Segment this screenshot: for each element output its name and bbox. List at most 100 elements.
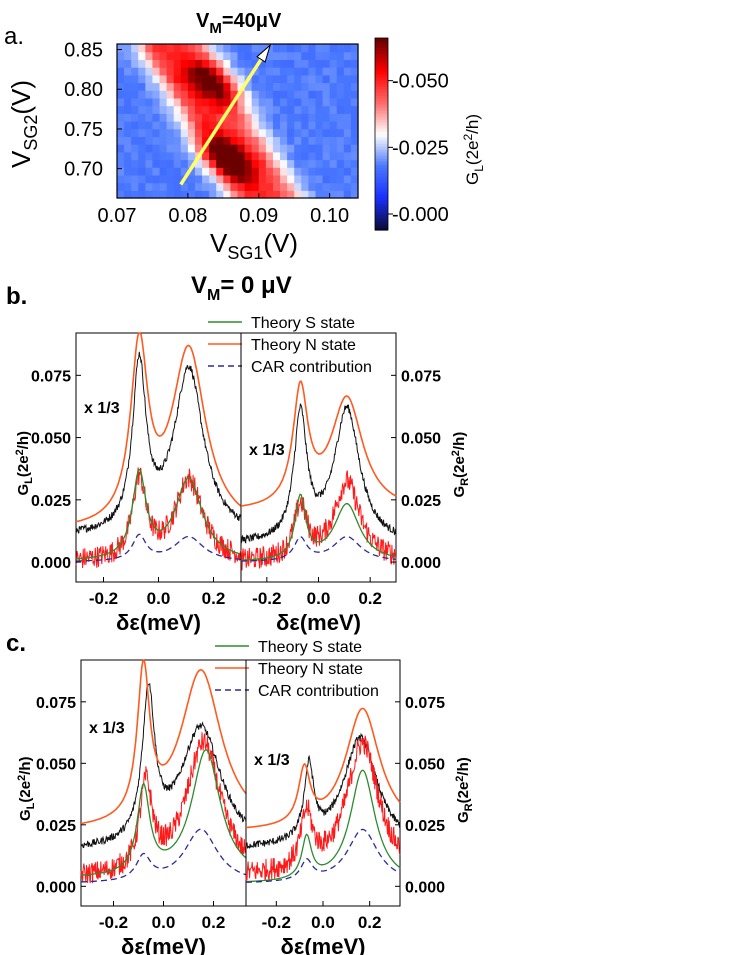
heatmap-cell: [131, 44, 139, 53]
heatmap-cell: [315, 59, 324, 68]
heatmap-cell: [180, 182, 189, 191]
heatmap-cell: [159, 74, 168, 84]
heatmap-cell: [194, 144, 203, 153]
heatmap-cell: [194, 159, 203, 168]
y-tick-label-left: 0.025: [31, 493, 71, 510]
heatmap-cell: [159, 105, 168, 114]
heatmap-cell: [280, 59, 288, 68]
heatmap-cell: [308, 144, 317, 153]
heatmap-cell: [180, 121, 189, 130]
heatmap-cell: [237, 151, 246, 161]
heatmap-cell: [251, 144, 260, 153]
heatmap-cell: [258, 44, 267, 53]
heatmap-cell: [223, 113, 232, 122]
heatmap-cell: [301, 167, 309, 176]
heatmap-cell: [343, 82, 352, 91]
heatmap-cell: [322, 159, 331, 168]
colorbar-segment: [375, 227, 388, 231]
legend-label: Theory N state: [258, 661, 363, 678]
heatmap-cell: [244, 167, 253, 176]
heatmap-cell: [230, 90, 239, 99]
heatmap-cell: [131, 51, 139, 60]
heatmap-cell: [117, 97, 125, 107]
heatmap-cell: [187, 190, 196, 199]
heatmap-cell: [124, 159, 132, 168]
heatmap-cell: [124, 113, 132, 122]
heatmap-cell: [336, 159, 345, 168]
heatmap-cell: [117, 82, 125, 91]
heatmap-x-label: VSG1(V): [210, 228, 298, 263]
heatmap-cell: [202, 44, 210, 53]
colorbar-segment: [375, 209, 388, 213]
x-tick-label: 0.2: [202, 913, 226, 932]
heatmap-cell: [301, 136, 309, 145]
heatmap-cell: [237, 51, 246, 60]
heatmap-cell: [138, 190, 146, 199]
heatmap-cell: [180, 51, 189, 60]
heatmap-cell: [329, 174, 338, 184]
heatmap-cell: [187, 136, 196, 145]
colorbar-segment: [375, 161, 388, 165]
heatmap-cell: [223, 74, 232, 84]
heatmap-cell: [131, 136, 139, 145]
heatmap-cell: [237, 82, 246, 91]
heatmap-cell: [124, 174, 132, 184]
heatmap-cell: [315, 113, 324, 122]
heatmap-cell: [194, 167, 203, 176]
heatmap-cell: [280, 82, 288, 91]
heatmap-cell: [166, 74, 175, 84]
heatmap-cell: [265, 136, 274, 145]
heatmap-cell: [294, 159, 302, 168]
colorbar-segment: [375, 158, 388, 162]
heatmap-cell: [117, 59, 125, 68]
heatmap-cell: [166, 167, 175, 176]
colorbar-segment: [375, 116, 388, 120]
heatmap-cell: [350, 113, 359, 122]
heatmap-cell: [329, 136, 338, 145]
heatmap-cell: [166, 190, 175, 199]
series-CAR-right: [245, 828, 401, 883]
heatmap-cell: [223, 182, 232, 191]
heatmap-cell: [131, 90, 139, 99]
colorbar-segment: [375, 119, 388, 123]
heatmap-cell: [131, 59, 139, 68]
heatmap-cell: [180, 136, 189, 145]
heatmap-cell: [209, 136, 217, 145]
heatmap-cell: [272, 74, 281, 84]
heatmap-cell: [131, 105, 139, 114]
heatmap-cell: [336, 44, 345, 53]
heatmap-cell: [350, 59, 359, 68]
arrow-head: [256, 43, 272, 63]
heatmap-cell: [187, 105, 196, 114]
colorbar-segment: [375, 41, 388, 45]
heatmap-cell: [187, 90, 196, 99]
heatmap-cell: [216, 82, 224, 91]
heatmap-cell: [280, 128, 288, 137]
heatmap-cell: [180, 90, 189, 99]
heatmap-cell: [336, 144, 345, 153]
heatmap-cell: [308, 182, 317, 191]
heatmap-cell: [336, 82, 345, 91]
heatmap-cell: [202, 128, 210, 137]
heatmap-cell: [265, 74, 274, 84]
heatmap-cell: [194, 67, 203, 76]
heatmap-cell: [258, 74, 267, 84]
heatmap-cell: [124, 144, 132, 153]
heatmap-cell: [280, 182, 288, 191]
heatmap-cell: [237, 182, 246, 191]
heatmap-cell: [173, 159, 182, 168]
scale-note: x 1/3: [84, 400, 120, 417]
heatmap-cell: [343, 44, 352, 53]
heatmap-cell: [152, 74, 161, 84]
heatmap-cell: [315, 167, 324, 176]
heatmap-cell: [315, 144, 324, 153]
heatmap-cell: [301, 44, 309, 53]
heatmap-cell: [223, 136, 232, 145]
heatmap-cell: [209, 151, 217, 161]
x-tick-label: -0.2: [252, 589, 281, 608]
heatmap-cell: [145, 121, 154, 130]
series-data_N_black-right: [240, 403, 397, 544]
heatmap-cell: [265, 121, 274, 130]
y-tick-label-left: 0.000: [31, 555, 71, 572]
heatmap-cell: [166, 51, 175, 60]
